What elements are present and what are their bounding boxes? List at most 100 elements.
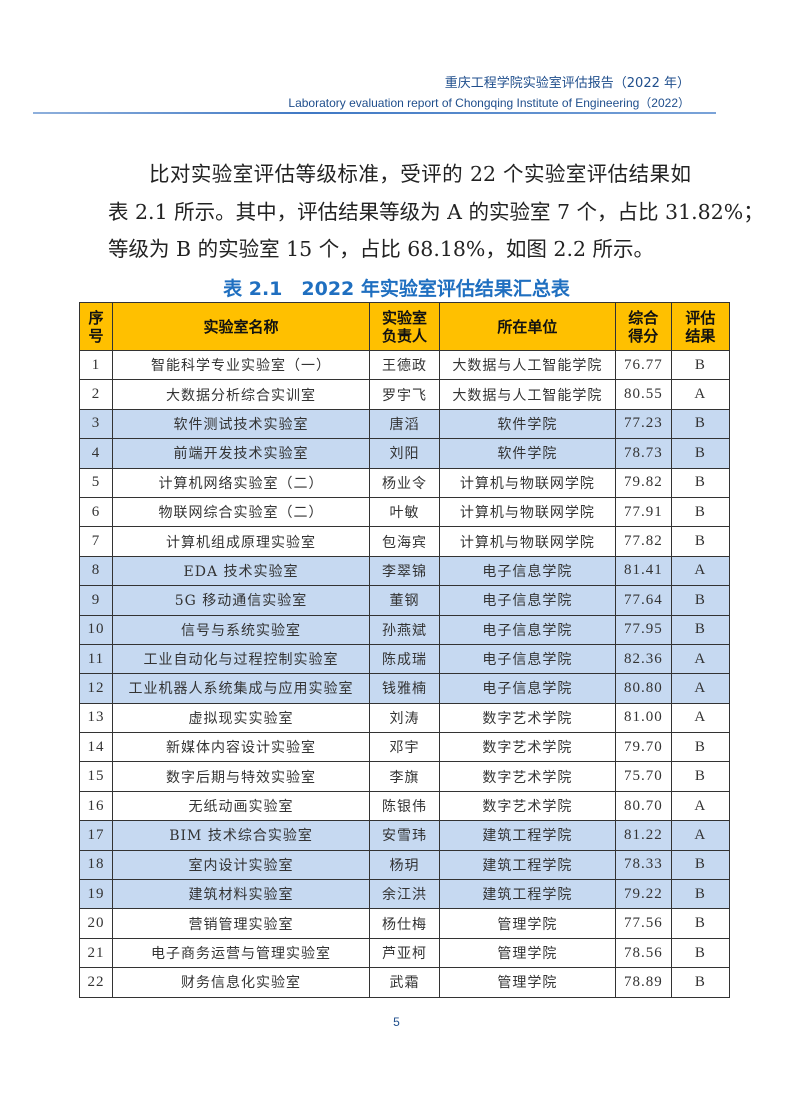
table-row: 5 计算机网络实验室（二） 杨业令 计算机与物联网学院 79.82 B [79,467,731,498]
cell-name: 虚拟现实实验室 [111,702,371,734]
cell-no: 14 [79,732,113,763]
cell-name: EDA 技术实验室 [111,555,371,587]
cell-name: 无纸动画实验室 [111,790,371,822]
cell-grade: B [670,438,731,469]
cell-grade: A [670,555,731,587]
cell-name: 5G 移动通信实验室 [111,585,371,616]
cell-no: 21 [79,937,113,969]
table-row: 12 工业机器人系统集成与应用实验室 钱雅楠 电子信息学院 80.80 A [79,673,731,704]
cell-grade: A [670,820,731,851]
cell-name: 工业机器人系统集成与应用实验室 [111,673,371,704]
cell-no: 18 [79,849,113,881]
column-header-text: 结果 [685,326,716,345]
cell-score: 77.64 [614,585,672,616]
cell-no: 2 [79,379,113,410]
table-row: 14 新媒体内容设计实验室 邓宇 数字艺术学院 79.70 B [79,732,731,763]
cell-no: 13 [79,702,113,734]
cell-score: 77.91 [614,496,672,528]
table-row: 2 大数据分析综合实训室 罗宇飞 大数据与人工智能学院 80.55 A [79,379,731,410]
cell-score: 80.80 [614,673,672,704]
table-row: 1 智能科学专业实验室（一） 王德政 大数据与人工智能学院 76.77 B [79,349,731,381]
cell-name: 数字后期与特效实验室 [111,761,371,792]
table-row: 6 物联网综合实验室（二） 叶敏 计算机与物联网学院 77.91 B [79,496,731,528]
cell-score: 76.77 [614,349,672,381]
cell-score: 78.56 [614,937,672,969]
table-row: 21 电子商务运营与管理实验室 芦亚柯 管理学院 78.56 B [79,937,731,969]
cell-no: 9 [79,585,113,616]
cell-score: 77.95 [614,614,672,645]
cell-name: 计算机组成原理实验室 [111,526,371,557]
cell-name: 电子商务运营与管理实验室 [111,937,371,969]
cell-name: 新媒体内容设计实验室 [111,732,371,763]
cell-head: 杨玥 [369,849,440,881]
cell-unit: 数字艺术学院 [438,790,616,822]
cell-no: 10 [79,614,113,645]
cell-grade: B [670,408,731,440]
cell-name: 室内设计实验室 [111,849,371,881]
cell-head: 王德政 [369,349,440,381]
cell-unit: 计算机与物联网学院 [438,526,616,557]
cell-score: 82.36 [614,643,672,675]
column-header-head: 实验室 负责人 [369,302,440,351]
cell-unit: 建筑工程学院 [438,820,616,851]
cell-score: 75.70 [614,761,672,792]
header-title-en: Laboratory evaluation report of Chongqin… [288,96,690,110]
cell-score: 77.82 [614,526,672,557]
cell-unit: 建筑工程学院 [438,849,616,881]
cell-head: 杨仕梅 [369,908,440,939]
cell-no: 16 [79,790,113,822]
cell-head: 唐滔 [369,408,440,440]
cell-no: 1 [79,349,113,381]
table-row: 18 室内设计实验室 杨玥 建筑工程学院 78.33 B [79,849,731,881]
cell-unit: 电子信息学院 [438,643,616,675]
cell-no: 22 [79,967,113,998]
cell-head: 叶敏 [369,496,440,528]
cell-unit: 电子信息学院 [438,673,616,704]
table-row: 11 工业自动化与过程控制实验室 陈成瑞 电子信息学院 82.36 A [79,643,731,675]
cell-head: 李旗 [369,761,440,792]
cell-grade: B [670,526,731,557]
cell-head: 余江洪 [369,879,440,910]
cell-name: 计算机网络实验室（二） [111,467,371,498]
cell-grade: B [670,467,731,498]
table-row: 3 软件测试技术实验室 唐滔 软件学院 77.23 B [79,408,731,440]
cell-head: 陈成瑞 [369,643,440,675]
cell-head: 包海宾 [369,526,440,557]
cell-grade: B [670,908,731,939]
table-row: 17 BIM 技术综合实验室 安雪玮 建筑工程学院 81.22 A [79,820,731,851]
cell-head: 刘阳 [369,438,440,469]
cell-name: 财务信息化实验室 [111,967,371,998]
cell-head: 安雪玮 [369,820,440,851]
page-number: 5 [393,1015,400,1029]
column-header-unit: 所在单位 [438,302,616,351]
paragraph-line: 表 2.1 所示。其中，评估结果等级为 A 的实验室 7 个，占比 31.82%… [108,199,764,224]
cell-no: 4 [79,438,113,469]
cell-grade: A [670,643,731,675]
cell-no: 15 [79,761,113,792]
cell-grade: B [670,614,731,645]
cell-grade: B [670,585,731,616]
column-header-text: 序 [88,308,104,327]
column-header-text: 综合 [628,308,659,327]
cell-score: 81.22 [614,820,672,851]
cell-no: 11 [79,643,113,675]
table-row: 16 无纸动画实验室 陈银伟 数字艺术学院 80.70 A [79,790,731,822]
cell-unit: 数字艺术学院 [438,702,616,734]
cell-head: 杨业令 [369,467,440,498]
cell-no: 19 [79,879,113,910]
cell-name: 物联网综合实验室（二） [111,496,371,528]
header-title-cn: 重庆工程学院实验室评估报告（2022 年） [444,76,690,91]
cell-unit: 大数据与人工智能学院 [438,379,616,410]
cell-score: 79.22 [614,879,672,910]
table-row: 7 计算机组成原理实验室 包海宾 计算机与物联网学院 77.82 B [79,526,731,557]
cell-score: 81.00 [614,702,672,734]
cell-head: 李翠锦 [369,555,440,587]
cell-grade: B [670,732,731,763]
cell-name: 营销管理实验室 [111,908,371,939]
table-row: 22 财务信息化实验室 武霜 管理学院 78.89 B [79,967,731,998]
cell-grade: B [670,496,731,528]
body-paragraph: 比对实验室评估等级标准，受评的 22 个实验室评估结果如 表 2.1 所示。其中… [108,156,764,269]
table-row: 13 虚拟现实实验室 刘涛 数字艺术学院 81.00 A [79,702,731,734]
cell-head: 邓宇 [369,732,440,763]
column-header-grade: 评估 结果 [670,302,731,351]
